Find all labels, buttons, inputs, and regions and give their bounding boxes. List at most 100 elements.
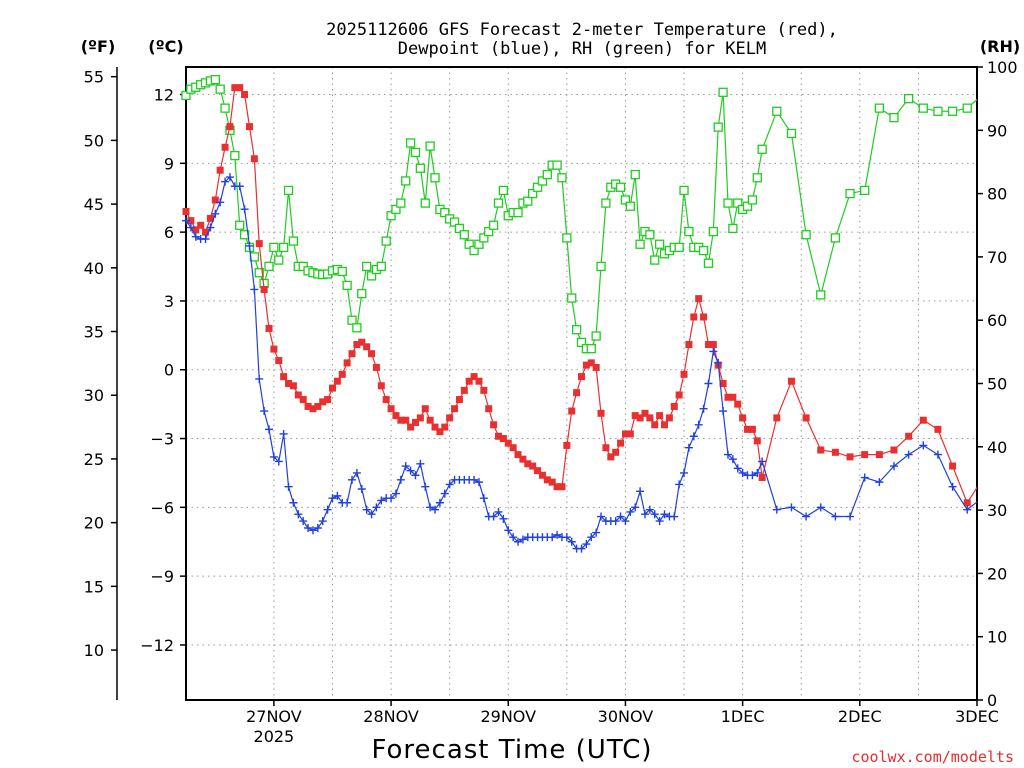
rh-point [493, 198, 504, 208]
temperature-point [304, 402, 312, 410]
dewpoint-point [323, 505, 332, 514]
rh-point [625, 201, 635, 211]
temperature-point [934, 425, 942, 433]
temperature-point [602, 444, 610, 452]
temperature-point [319, 398, 327, 406]
dewpoint-point [548, 533, 557, 542]
temperature-point [324, 396, 332, 404]
rh-point [645, 230, 655, 240]
temperature-series [182, 84, 977, 507]
temperature-point [607, 453, 615, 461]
fahrenheit-tick-label: 10 [84, 641, 104, 660]
dewpoint-point [675, 480, 684, 489]
dewpoint-point [645, 505, 654, 514]
fahrenheit-tick-label: 25 [84, 450, 104, 469]
temperature-point [285, 380, 293, 387]
dewpoint-point [328, 494, 337, 503]
dewpoint-point [416, 459, 425, 468]
dewpoint-point [518, 535, 527, 544]
dewpoint-point [631, 503, 640, 512]
rh-point [816, 290, 826, 300]
dewpoint-point [489, 512, 498, 521]
temperature-point [416, 414, 424, 422]
rh-point [557, 173, 567, 183]
dewpoint-point [333, 491, 342, 500]
rh-point [230, 150, 240, 161]
rh-point [845, 188, 855, 199]
dewpoint-point [616, 512, 625, 521]
temperature-point [465, 377, 473, 385]
dewpoint-point [963, 505, 972, 514]
dewpoint-point [592, 528, 601, 537]
dewpoint-point [255, 374, 264, 383]
rh-point [523, 196, 533, 206]
temperature-point [646, 414, 654, 422]
temperature-point [534, 467, 542, 475]
dewpoint-point [709, 347, 718, 356]
dewpoint-point [357, 485, 366, 493]
temperature-point [587, 359, 595, 367]
temperature-point [578, 373, 585, 381]
rh-point [459, 230, 469, 240]
temperature-point [470, 373, 478, 381]
rh-tick-label: 90 [987, 121, 1007, 140]
rh-point [430, 173, 440, 183]
temperature-point [431, 423, 439, 431]
temperature-point [573, 389, 581, 397]
temperature-point [480, 386, 488, 394]
dewpoint-point [728, 455, 737, 464]
dewpoint-point [260, 407, 269, 416]
dewpoint-point [284, 482, 293, 491]
rh-point [933, 106, 943, 116]
fahrenheit-tick-label: 40 [84, 259, 104, 278]
dewpoint-point [694, 420, 703, 429]
dewpoint-point [846, 512, 855, 521]
temperature-point [553, 483, 561, 491]
temperature-point [441, 423, 449, 431]
dewpoint-point [289, 498, 298, 507]
temperature-point [231, 84, 239, 92]
series-line [185, 176, 977, 550]
x-tick-label: 28NOV [363, 707, 419, 726]
dewpoint-point [186, 223, 195, 232]
temperature-point [744, 425, 752, 433]
temperature-point [890, 446, 898, 454]
dewpoint-point [304, 523, 313, 532]
temperature-point [255, 240, 263, 248]
celsius-tick-label: 12 [154, 86, 174, 105]
temperature-point [241, 91, 249, 99]
dewpoint-point [372, 503, 381, 512]
temperature-point [211, 196, 219, 204]
temperature-point [328, 384, 336, 392]
celsius-unit-label: (ºC) [148, 37, 183, 56]
dewpoint-point [479, 494, 488, 503]
rh-tick-label: 10 [987, 628, 1007, 647]
fahrenheit-tick-label: 35 [84, 323, 104, 342]
temperature-point [670, 402, 678, 410]
rh-point [567, 293, 577, 303]
temperature-point [460, 386, 468, 394]
rh-point [713, 122, 723, 132]
temperature-point [817, 446, 825, 454]
temperature-point [719, 380, 727, 387]
rh-point [440, 207, 450, 218]
fahrenheit-tick-label: 55 [84, 68, 104, 87]
temperature-point [680, 370, 688, 378]
dewpoint-point [689, 432, 698, 441]
dewpoint-point [411, 471, 420, 480]
rh-point [874, 103, 884, 113]
temperature-point [695, 295, 703, 303]
dewpoint-point [948, 482, 957, 491]
dewpoint-point [182, 216, 190, 225]
dewpoint-point [831, 512, 840, 521]
temperature-point [626, 430, 634, 438]
temperature-point [338, 370, 346, 378]
temperature-point [504, 439, 512, 447]
celsius-tick-label: −9 [150, 567, 174, 586]
temperature-point [514, 451, 522, 459]
dewpoint-point [265, 425, 274, 434]
temperature-point [363, 343, 371, 351]
temperature-point [407, 423, 415, 431]
rh-point [708, 226, 718, 237]
